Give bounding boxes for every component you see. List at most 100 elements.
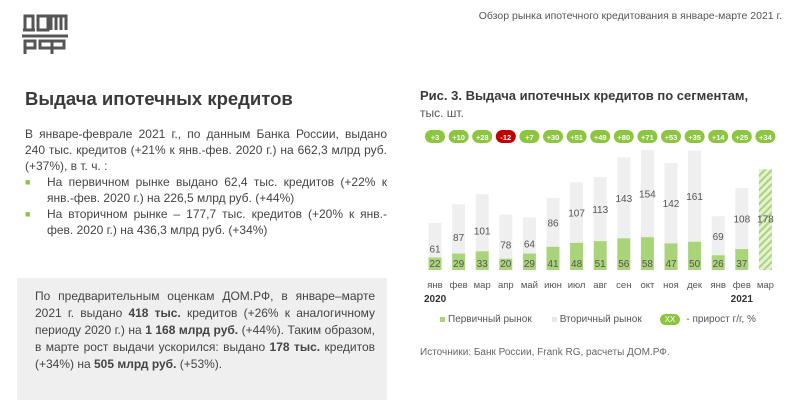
legend-label: Вторичный рынок xyxy=(559,314,642,325)
t: кредитов (+26% к аналогичному периоду 20… xyxy=(35,306,375,337)
chart-title: Рис. 3. Выдача ипотечных кредитов по сег… xyxy=(420,88,749,103)
bar-primary xyxy=(570,242,584,270)
x-tick-label: май xyxy=(521,280,538,291)
growth-pill xyxy=(661,130,681,143)
growth-label: +49 xyxy=(594,133,607,142)
label-primary: 41 xyxy=(547,259,559,270)
bar-primary xyxy=(735,249,749,270)
x-tick-label: янв xyxy=(427,280,442,291)
bar-primary xyxy=(688,241,702,270)
growth-label: +30 xyxy=(547,133,560,142)
legend-primary: Первичный рынок xyxy=(440,314,532,325)
growth-pill xyxy=(543,130,563,143)
bullet-primary: ■ На первичном рынке выдано 62,4 тыс. кре… xyxy=(25,174,387,206)
year-label: 2020 xyxy=(424,294,447,305)
growth-label: +28 xyxy=(476,133,489,142)
growth-pill xyxy=(613,130,634,143)
bar-secondary xyxy=(617,157,631,239)
growth-pill xyxy=(566,130,587,143)
bar-secondary xyxy=(475,194,489,252)
label-secondary: 87 xyxy=(453,233,465,244)
bar-secondary xyxy=(711,216,725,256)
x-tick-label: сен xyxy=(616,280,631,291)
label-primary: 29 xyxy=(453,259,465,270)
bar-primary xyxy=(499,258,513,270)
legend-growth-label: - прирост г/г, % xyxy=(686,314,756,325)
x-tick-label: фев xyxy=(450,280,468,291)
label-primary: 33 xyxy=(477,259,489,270)
label-primary: 47 xyxy=(665,259,677,270)
dom-rf-logo xyxy=(22,14,68,54)
growth-pill xyxy=(425,130,445,143)
bar-secondary xyxy=(593,177,607,242)
x-tick-label: июл xyxy=(568,280,586,291)
label-primary: 22 xyxy=(429,259,441,270)
growth-label: +34 xyxy=(759,133,773,142)
label-secondary: 69 xyxy=(713,232,725,243)
x-tick-label: апр xyxy=(498,280,514,291)
growth-pill xyxy=(755,130,776,143)
bar-primary xyxy=(664,243,678,270)
bar-secondary xyxy=(735,187,749,250)
label-secondary: 113 xyxy=(592,205,608,216)
label-primary: 29 xyxy=(524,259,536,270)
x-tick-label: авг xyxy=(593,280,607,291)
bar-primary xyxy=(475,251,489,270)
bar-primary xyxy=(452,253,466,270)
label-secondary: 143 xyxy=(615,194,632,205)
bar-secondary xyxy=(640,150,654,238)
label-secondary: 142 xyxy=(663,199,680,210)
section-title: Выдача ипотечных кредитов xyxy=(25,88,293,109)
bar-estimate xyxy=(758,169,772,270)
label-secondary: 161 xyxy=(686,192,703,203)
bar-primary xyxy=(546,246,560,270)
x-tick-label: июн xyxy=(544,280,562,291)
label-secondary: 154 xyxy=(639,190,656,201)
label-secondary: 108 xyxy=(733,214,750,225)
bullet-secondary: ■ На вторичном рынке – 177,7 тыс. кредито… xyxy=(25,206,387,238)
bar-secondary xyxy=(664,163,678,244)
growth-label: +25 xyxy=(735,133,748,142)
bar-secondary xyxy=(688,150,702,242)
growth-pill xyxy=(519,130,540,143)
label-secondary: 78 xyxy=(500,241,512,252)
x-tick-label: ноя xyxy=(663,280,679,291)
x-tick-label: мар xyxy=(474,280,491,291)
label-total: 178 xyxy=(757,214,774,225)
growth-label: -12 xyxy=(500,133,511,142)
bullet-text: На вторичном рынке – 177,7 тыс. кредитов… xyxy=(47,207,387,237)
growth-label: +3 xyxy=(431,133,440,142)
bar-primary xyxy=(593,241,607,270)
bar-secondary xyxy=(570,182,584,243)
growth-label: +53 xyxy=(665,133,678,142)
legend-secondary: Вторичный рынок xyxy=(551,314,642,325)
label-primary: 48 xyxy=(571,259,583,270)
bar-secondary xyxy=(499,214,513,259)
x-tick-label: янв xyxy=(710,280,725,291)
bullet-text: На первичном рынке выдано 62,4 тыс. кред… xyxy=(47,175,387,205)
t: 178 тыс. xyxy=(269,340,321,354)
label-secondary: 86 xyxy=(547,218,559,229)
growth-pill xyxy=(637,130,658,143)
label-secondary: 101 xyxy=(474,227,491,238)
growth-pill xyxy=(731,130,752,143)
intro-paragraph: В январе-феврале 2021 г., по данным Банк… xyxy=(25,127,387,173)
growth-pill xyxy=(472,130,493,143)
x-tick-label: мар xyxy=(757,280,774,291)
t: 418 тыс. xyxy=(128,306,181,320)
t: кредитов (+34%) на xyxy=(35,340,375,371)
bar-primary xyxy=(522,253,536,270)
bar-secondary xyxy=(522,217,536,254)
growth-label: +10 xyxy=(452,133,465,142)
growth-label: +35 xyxy=(688,133,701,142)
bar-secondary xyxy=(428,223,442,258)
x-tick-label: фев xyxy=(733,280,751,291)
label-primary: 26 xyxy=(713,259,725,270)
bar-primary xyxy=(711,255,725,270)
label-primary: 37 xyxy=(736,259,748,270)
legend-label: Первичный рынок xyxy=(448,314,532,325)
label-secondary: 107 xyxy=(568,209,585,220)
bullet-icon: ■ xyxy=(25,177,31,187)
growth-label: +80 xyxy=(617,133,630,142)
